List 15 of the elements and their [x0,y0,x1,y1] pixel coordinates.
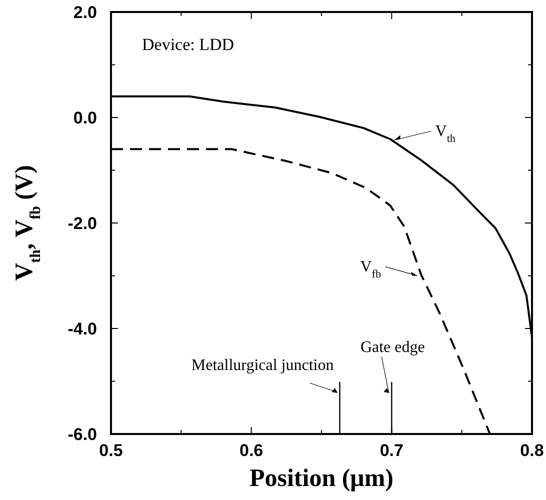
text: V$_{fb}$ [360,258,382,281]
ref-line-label: Gate edge [360,339,425,356]
annotation: Device: LDD [142,35,234,54]
y-tick-label: 0.0 [73,108,97,128]
y-tick-label: -4.0 [68,320,97,338]
x-tick-label: 0.6 [240,441,264,460]
ref-line-label: Metallurgical junction [191,357,334,374]
x-tick-label: 0.7 [380,441,404,460]
x-tick-label: 0.5 [99,441,123,460]
y-tick-label: 2.0 [73,3,97,22]
y-tick-label: -2.0 [68,214,97,233]
x-axis-title: Position (μm) [249,465,394,492]
y-tick-label: -6.0 [68,425,97,444]
x-tick-label: 0.8 [520,441,544,460]
legend-label: V$_{th}$ [435,123,456,146]
